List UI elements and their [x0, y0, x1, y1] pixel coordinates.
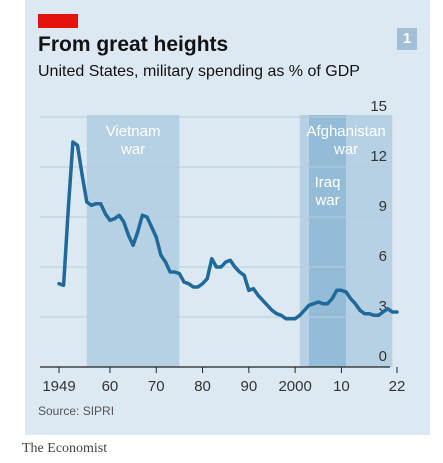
x-tick-label-60: 60 [102, 378, 119, 395]
x-tick-label-1949: 1949 [42, 378, 75, 395]
x-tick-label-22: 22 [389, 378, 406, 395]
source-note: Source: SIPRI [38, 404, 115, 418]
chart-title: From great heights [38, 33, 229, 56]
period-label-vietnam-1: war [120, 141, 145, 158]
x-tick-label-80: 80 [194, 378, 211, 395]
chart-number-badge: 1 [397, 28, 417, 50]
y-tick-label-6: 6 [379, 248, 387, 265]
y-tick-label-12: 12 [370, 148, 387, 165]
period-label-iraq-1: war [314, 192, 339, 209]
series-line-0 [57, 140, 399, 321]
period-label-afghanistan-0: Afghanistan [306, 123, 385, 140]
x-tick-label-10: 10 [333, 378, 350, 395]
publisher-brand: The Economist [22, 441, 108, 456]
shaded-period-iraq [309, 115, 347, 367]
chart-subtitle: United States, military spending as % of… [38, 63, 360, 80]
x-tick-label-90: 90 [240, 378, 257, 395]
brand-red-bar [38, 14, 78, 28]
x-tick-label-2000: 2000 [278, 378, 311, 395]
y-tick-label-15: 15 [370, 98, 387, 115]
y-tick-label-9: 9 [379, 198, 387, 215]
period-label-vietnam-0: Vietnam [106, 123, 161, 140]
period-label-iraq-0: Iraq [315, 174, 341, 191]
y-tick-label-3: 3 [379, 298, 387, 315]
y-tick-label-0: 0 [379, 348, 387, 365]
period-label-afghanistan-1: war [333, 141, 358, 158]
x-tick-label-70: 70 [148, 378, 165, 395]
